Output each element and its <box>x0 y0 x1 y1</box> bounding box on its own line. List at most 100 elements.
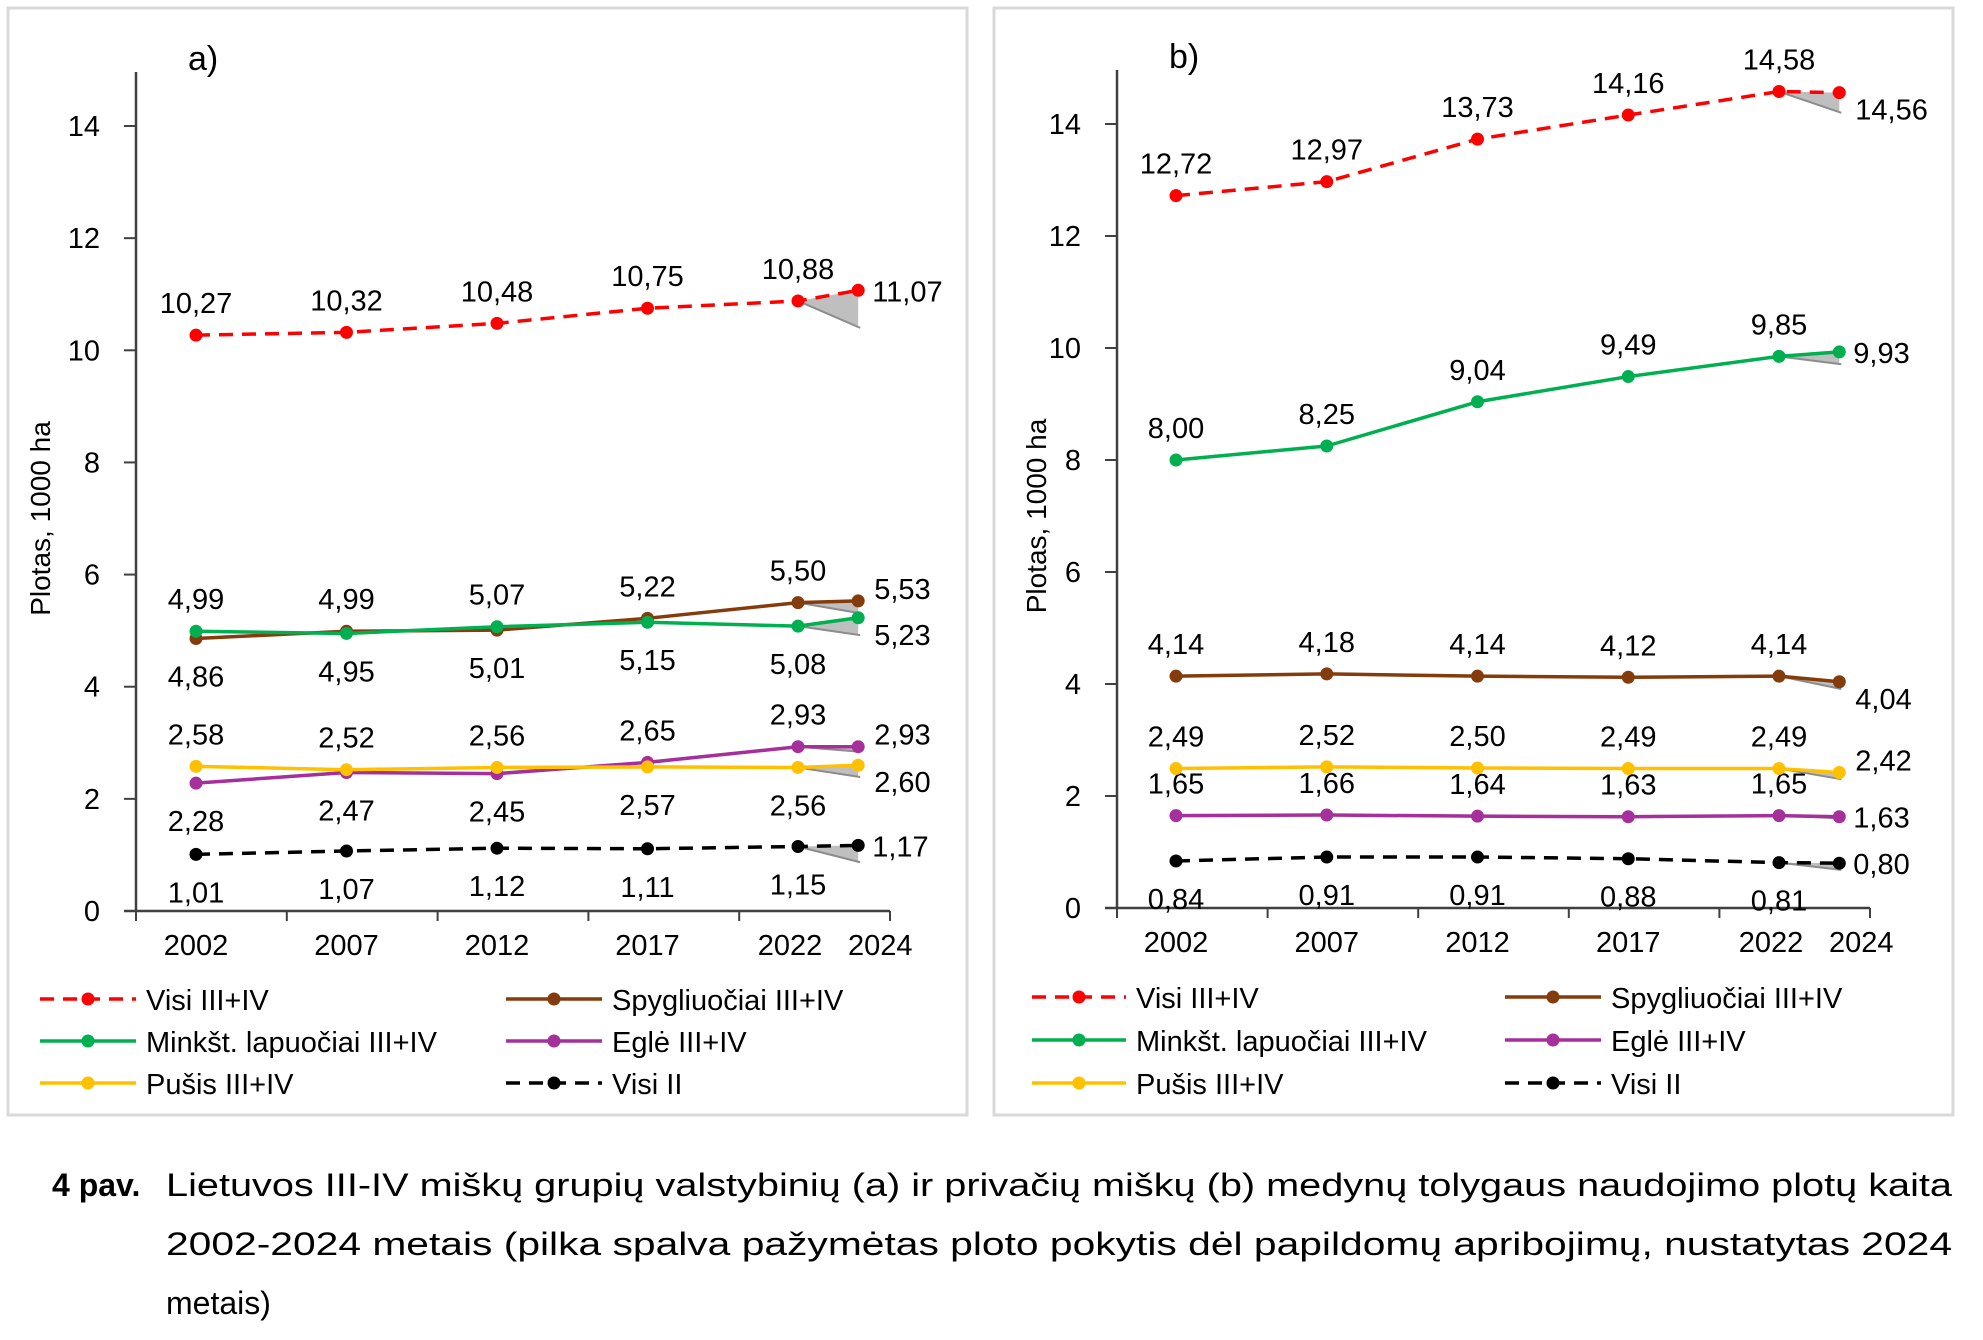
series-line <box>1175 350 1840 462</box>
series-pu-is-iii-iv: 2,58 2,52 2,56 2,57 2,56 2,60 <box>168 719 931 822</box>
figure-caption: 4 pav. Lietuvos III-IV miškų grupių vals… <box>52 1167 1952 1321</box>
data-point <box>1471 132 1484 146</box>
data-label: 8,25 <box>1299 399 1355 431</box>
data-label: 11,07 <box>872 276 942 308</box>
data-point <box>641 615 654 629</box>
data-point <box>1832 345 1846 359</box>
data-point <box>1621 670 1635 684</box>
data-label: 10,48 <box>461 276 534 308</box>
legend-label: Visi III+IV <box>1136 983 1259 1015</box>
data-point <box>1320 850 1334 864</box>
data-label: 10,88 <box>762 254 835 286</box>
y-tick-label: 8 <box>1065 445 1081 477</box>
y-tick-label: 2 <box>84 784 100 816</box>
data-point <box>340 844 353 858</box>
y-tick-label: 4 <box>1065 669 1081 701</box>
legend-label: Visi II <box>1611 1069 1681 1101</box>
x-tick-label: 2024 <box>848 930 913 962</box>
x-tick-label: 2022 <box>1739 927 1804 959</box>
legend-marker <box>1072 990 1086 1004</box>
data-label: 2,49 <box>1148 722 1204 754</box>
legend-item: Minkšt. lapuočiai III+IV <box>1032 1026 1428 1058</box>
data-label: 2,49 <box>1600 722 1656 754</box>
data-label: 14,56 <box>1855 95 1928 127</box>
x-tick-label: 2002 <box>164 930 229 962</box>
caption-line-2: 2002-2024 metais (pilka spalva pažymėtas… <box>166 1226 1952 1262</box>
y-tick-label: 8 <box>84 447 100 479</box>
data-label: 10,27 <box>160 288 233 320</box>
data-label: 4,86 <box>168 661 224 693</box>
data-label: 2,47 <box>318 796 374 828</box>
data-label: 2,56 <box>770 790 826 822</box>
data-point <box>1169 854 1183 868</box>
data-label: 1,15 <box>770 870 826 902</box>
y-tick-label: 6 <box>1065 557 1081 589</box>
restriction-line <box>797 766 861 778</box>
data-point <box>791 294 805 308</box>
data-label: 2,57 <box>619 790 675 822</box>
caption-label: 4 pav. <box>52 1167 140 1203</box>
series-spygliuo-iai-iii-iv: 4,14 4,18 4,14 4,12 4,14 4,04 <box>1148 627 1912 716</box>
data-point <box>1621 762 1635 776</box>
legend-marker <box>1546 1033 1560 1047</box>
data-point <box>1772 85 1786 99</box>
data-point <box>851 283 865 297</box>
data-point <box>1169 762 1183 776</box>
data-label: 5,53 <box>874 574 930 606</box>
data-label: 5,23 <box>874 620 930 652</box>
data-label: 4,18 <box>1299 627 1355 659</box>
data-point <box>340 763 353 777</box>
series-line <box>1175 813 1840 819</box>
data-point <box>1320 667 1334 681</box>
legend-label: Minkšt. lapuočiai III+IV <box>1136 1026 1428 1058</box>
legend-item: Eglė III+IV <box>1505 1026 1746 1058</box>
legend-label: Spygliuočiai III+IV <box>1611 983 1843 1015</box>
data-point <box>1471 761 1484 775</box>
data-point <box>641 301 654 315</box>
series-egl-iii-iv: 2,28 2,47 2,45 2,65 2,93 2,93 <box>168 700 931 838</box>
data-label: 1,07 <box>318 874 374 906</box>
series-line <box>1175 855 1840 865</box>
data-label: 2,93 <box>770 700 826 732</box>
data-label: 0,80 <box>1853 849 1909 881</box>
data-point <box>1169 189 1183 203</box>
series-line <box>1175 765 1840 775</box>
legend-label: Pušis III+IV <box>146 1069 294 1101</box>
legend-label: Eglė III+IV <box>1611 1026 1746 1058</box>
data-label: 2,28 <box>168 806 224 838</box>
data-label: 4,14 <box>1449 629 1505 661</box>
legend-label: Minkšt. lapuočiai III+IV <box>146 1027 438 1059</box>
data-label: 4,12 <box>1600 630 1656 662</box>
y-tick-label: 6 <box>84 560 100 592</box>
data-point <box>1772 809 1786 823</box>
series-mink-t-lapuo-iai-iii-iv: 4,99 4,95 5,07 5,15 5,08 5,23 <box>168 580 931 689</box>
data-label: 14,58 <box>1743 45 1816 77</box>
restriction-line <box>797 601 861 615</box>
data-label: 2,49 <box>1751 722 1807 754</box>
data-point <box>1471 669 1484 683</box>
data-point <box>340 325 353 339</box>
data-point <box>851 611 865 625</box>
series-line <box>195 288 859 337</box>
data-point <box>1621 370 1635 384</box>
legend-marker <box>81 1034 95 1048</box>
x-tick-label: 2017 <box>615 930 680 962</box>
y-axis-label: Plotas, 1000 ha <box>25 421 56 616</box>
series-line <box>195 763 859 772</box>
panel-label: b) <box>1169 38 1199 76</box>
data-label: 4,99 <box>318 584 374 616</box>
data-point <box>1471 850 1484 864</box>
data-point <box>189 624 203 638</box>
x-tick-label: 2022 <box>758 930 823 962</box>
legend-label: Pušis III+IV <box>1136 1069 1284 1101</box>
data-label: 5,01 <box>469 653 525 685</box>
x-tick-label: 2002 <box>1144 927 1209 959</box>
x-tick-label: 2017 <box>1596 927 1661 959</box>
data-point <box>1832 86 1846 100</box>
data-label: 2,58 <box>168 719 224 751</box>
data-label: 10,75 <box>611 261 684 293</box>
data-label: 5,08 <box>770 649 826 681</box>
y-tick-label: 12 <box>1049 221 1081 253</box>
data-point <box>1772 349 1786 363</box>
